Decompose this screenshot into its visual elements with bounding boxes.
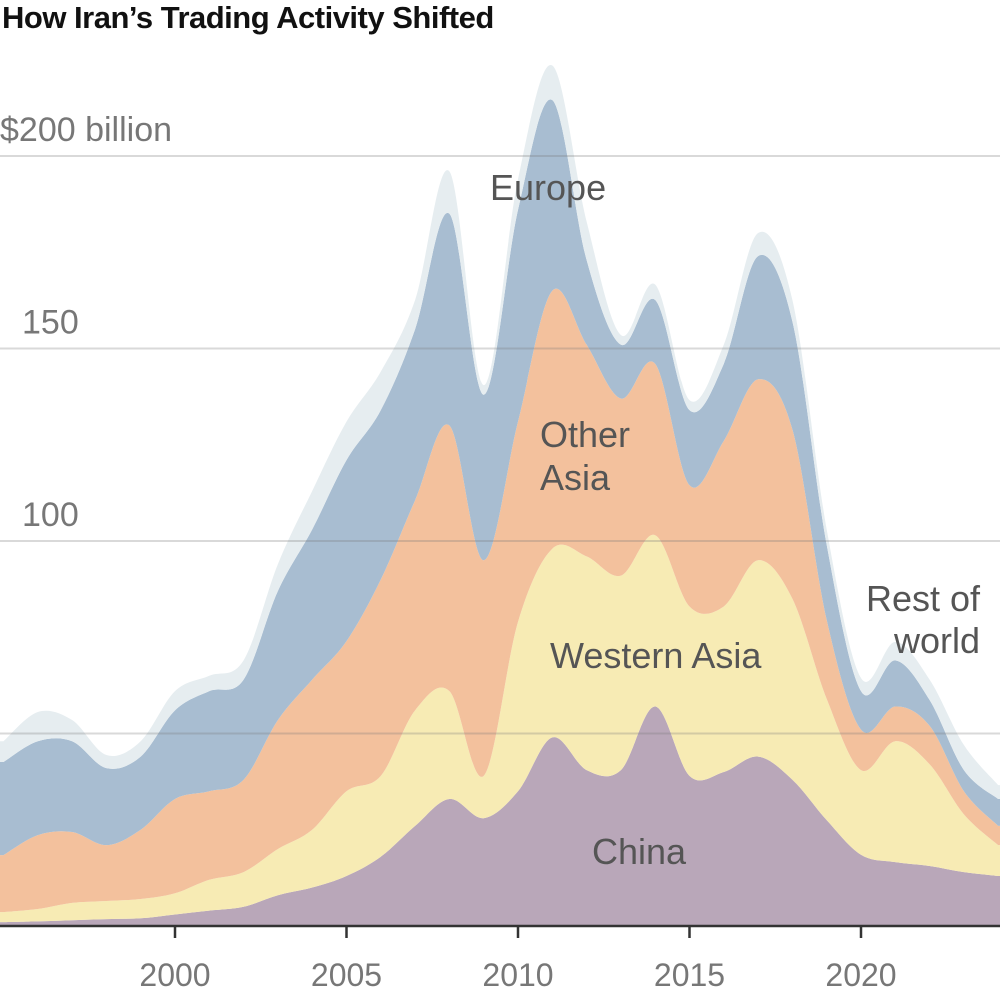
y-tick-label-100: 100 — [22, 496, 79, 534]
area-label-china: China — [592, 831, 687, 872]
y-ticks: $200 billion 150 100 — [0, 111, 172, 534]
x-tick-label-2000: 2000 — [139, 957, 210, 993]
x-tick-label-2010: 2010 — [482, 957, 553, 993]
area-label-rest-of-world-line2: world — [893, 620, 980, 661]
y-tick-label-200: $200 billion — [0, 111, 172, 149]
area-label-europe: Europe — [490, 167, 606, 208]
area-china — [0, 706, 1000, 926]
area-label-rest-of-world-line1: Rest of — [866, 578, 981, 619]
x-ticks: 2000 2005 2010 2015 2020 — [139, 926, 897, 993]
area-label-other-asia-line2: Asia — [540, 457, 611, 498]
area-other-asia — [0, 288, 1000, 913]
gridlines — [0, 155, 1000, 735]
areas-layer — [0, 65, 1000, 926]
x-tick-label-2015: 2015 — [654, 957, 725, 993]
area-rest-of-world — [0, 65, 1000, 799]
x-tick-label-2020: 2020 — [825, 957, 896, 993]
area-label-other-asia-line1: Other — [540, 414, 630, 455]
area-label-western-asia: Western Asia — [550, 635, 762, 676]
area-europe — [0, 99, 1000, 856]
chart-title: How Iran’s Trading Activity Shifted — [2, 0, 494, 35]
area-western-asia — [0, 534, 1000, 923]
y-tick-label-150: 150 — [22, 304, 79, 342]
x-tick-label-2005: 2005 — [311, 957, 382, 993]
area-labels: Europe Other Asia Western Asia China Res… — [490, 167, 981, 872]
